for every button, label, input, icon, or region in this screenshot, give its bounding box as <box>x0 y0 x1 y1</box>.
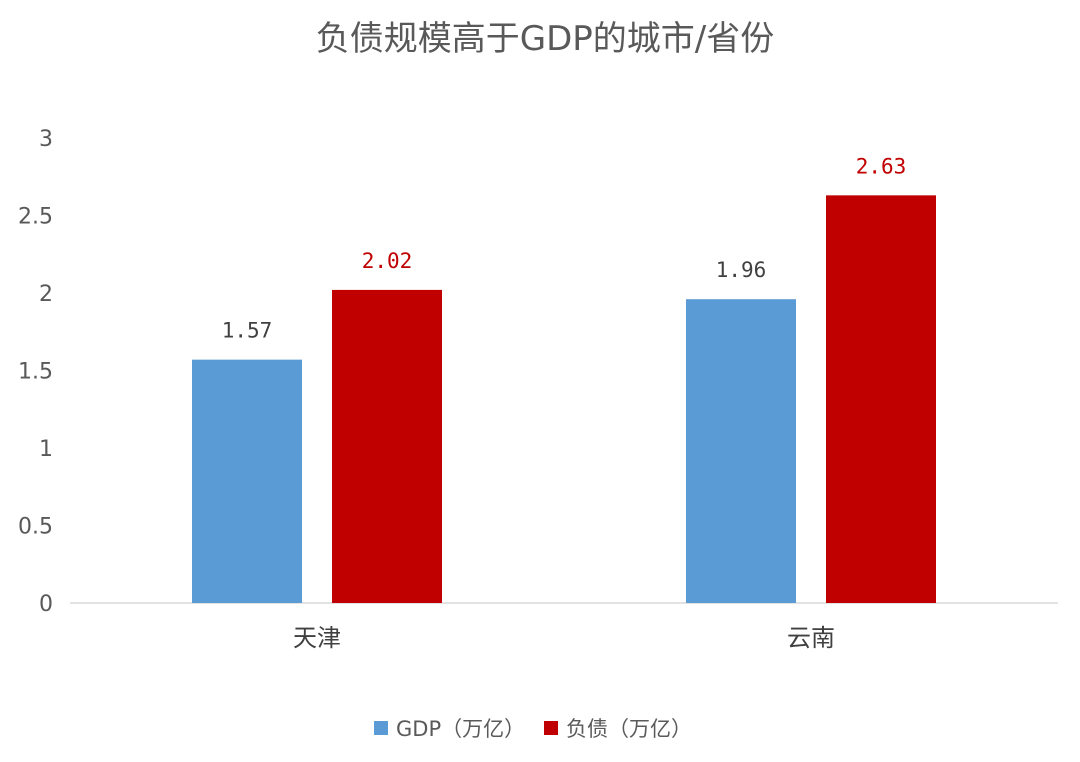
data-label: 1.57 <box>222 319 273 343</box>
bar-debt-1 <box>826 195 936 603</box>
y-tick-label: 3 <box>39 127 53 152</box>
category-label: 云南 <box>787 624 835 652</box>
data-label: 2.02 <box>362 249 413 273</box>
category-labels-group: 天津 云南 <box>293 624 835 652</box>
data-label: 1.96 <box>716 258 767 282</box>
category-label: 天津 <box>293 624 341 652</box>
y-tick-label: 0.5 <box>18 515 53 540</box>
legend-label-gdp: GDP（万亿） <box>396 717 525 741</box>
y-tick-label: 1.5 <box>18 360 53 385</box>
y-axis-ticks: 0 0.5 1 1.5 2 2.5 3 <box>18 127 53 617</box>
bar-gdp-1 <box>686 299 796 603</box>
legend-swatch-debt <box>544 721 558 735</box>
legend-label-debt: 负债（万亿） <box>566 717 692 741</box>
data-labels-group: 1.57 2.02 1.96 2.63 <box>222 154 907 342</box>
bar-debt-0 <box>332 289 442 603</box>
bar-gdp-0 <box>192 359 302 603</box>
legend-swatch-gdp <box>374 721 388 735</box>
bars-group <box>192 195 936 603</box>
y-tick-label: 2 <box>39 282 53 307</box>
y-tick-label: 2.5 <box>18 205 53 230</box>
legend: GDP（万亿） 负债（万亿） <box>374 717 692 741</box>
y-tick-label: 1 <box>39 437 53 462</box>
data-label: 2.63 <box>856 154 907 178</box>
y-tick-label: 0 <box>39 592 53 617</box>
chart-title: 负债规模高于GDP的城市/省份 <box>316 19 775 59</box>
